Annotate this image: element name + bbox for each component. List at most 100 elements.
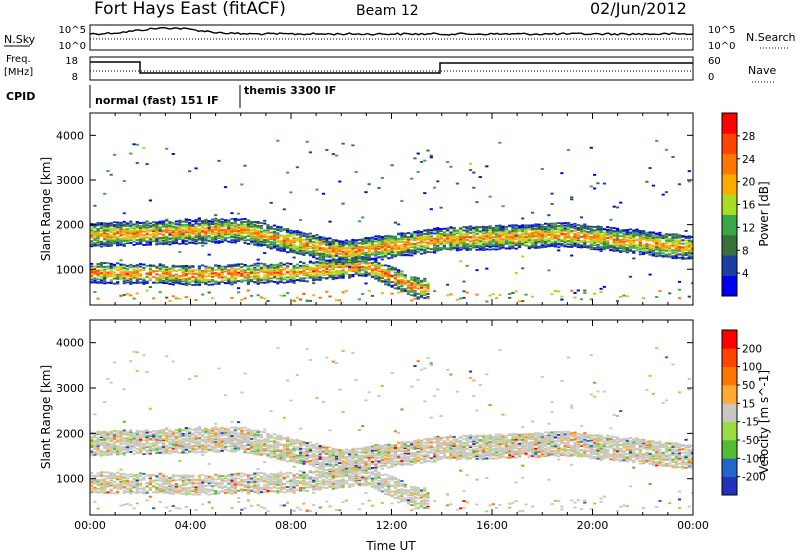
power-echo-cell (677, 236, 682, 239)
power-echo-cell (152, 271, 156, 274)
power-echo-cell (321, 263, 326, 266)
power-echo-cell (406, 286, 410, 289)
power-echo-cell (570, 225, 574, 228)
power-echo-cell (139, 273, 143, 276)
power-echo-cell (250, 240, 254, 243)
power-echo-cell (321, 248, 326, 251)
power-echo-cell (488, 248, 492, 251)
power-echo-cell (361, 239, 365, 242)
power-echo-cell (253, 278, 257, 280)
power-echo-cell (436, 233, 440, 236)
velocity-echo-cell (119, 436, 123, 439)
power-echo-cell (547, 269, 551, 272)
power-echo-cell (122, 280, 126, 283)
power-echo-cell (259, 236, 263, 239)
power-echo-cell (171, 269, 175, 272)
radar-title: Fort Hays East (fitACF) (94, 0, 286, 19)
power-echo-cell (632, 235, 636, 238)
power-echo-cell (370, 246, 375, 248)
power-echo-cell (589, 298, 593, 301)
power-echo-cell (299, 235, 303, 238)
power-echo-cell (217, 234, 221, 237)
power-echo-cell (642, 235, 646, 237)
power-echo-cell (112, 276, 117, 279)
power-echo-cell (103, 280, 107, 283)
velocity-echo-cell (103, 471, 107, 474)
power-echo-cell (240, 226, 244, 229)
power-echo-cell (370, 276, 375, 278)
power-echo-cell (465, 291, 469, 294)
power-echo-cell (583, 243, 587, 246)
power-echo-cell (276, 277, 280, 280)
power-echo-cell (321, 254, 326, 257)
power-echo-cell (253, 227, 257, 230)
velocity-echo-cell (93, 486, 97, 489)
velocity-echo-cell (103, 436, 107, 439)
power-echo-cell (292, 268, 296, 271)
power-echo-cell (276, 232, 280, 234)
power-echo-cell (188, 265, 192, 268)
velocity-echo-cell (119, 480, 123, 483)
power-echo-cell (125, 264, 130, 267)
power-echo-cell (449, 165, 453, 168)
power-echo-cell (194, 280, 198, 283)
power-echo-cell (289, 277, 293, 279)
power-echo-cell (181, 242, 185, 245)
power-echo-cell (184, 226, 188, 229)
velocity-echo-cell (142, 432, 146, 434)
power-echo-cell (197, 222, 201, 225)
power-echo-cell (269, 231, 273, 234)
power-echo-cell (99, 269, 103, 272)
velocity-echo-cell (106, 431, 110, 434)
power-echo-cell (397, 246, 401, 249)
power-echo-cell (655, 255, 659, 258)
power-echo-cell (331, 249, 335, 252)
power-echo-cell (449, 243, 453, 246)
velocity-echo-cell (125, 482, 130, 484)
power-echo-cell (331, 240, 335, 243)
power-echo-cell (96, 221, 100, 224)
power-echo-cell (413, 276, 417, 279)
power-echo-cell (472, 246, 476, 249)
velocity-echo-cell (93, 448, 97, 451)
power-echo-cell (269, 201, 273, 204)
power-echo-cell (99, 232, 103, 235)
power-echo-cell (279, 277, 283, 280)
power-echo-cell (276, 248, 280, 251)
power-echo-cell (214, 226, 218, 229)
power-echo-cell (547, 242, 551, 245)
power-echo-cell (135, 224, 139, 227)
power-echo-cell (318, 261, 322, 264)
power-echo-cell (204, 275, 208, 278)
power-echo-cell (348, 274, 352, 276)
power-echo-cell (419, 240, 424, 243)
power-echo-cell (599, 230, 603, 233)
power-echo-cell (266, 243, 270, 246)
power-echo-cell (413, 231, 417, 233)
power-echo-cell (178, 231, 182, 234)
power-echo-cell (377, 274, 381, 277)
power-echo-cell (253, 263, 257, 265)
power-echo-cell (615, 235, 620, 238)
power-echo-cell (259, 262, 263, 265)
power-echo-cell (246, 235, 250, 237)
power-echo-cell (292, 247, 296, 250)
power-echo-cell (338, 247, 342, 249)
power-echo-cell (485, 165, 489, 168)
power-echo-cell (312, 237, 316, 240)
power-echo-cell (266, 269, 270, 271)
power-echo-cell (139, 281, 143, 284)
power-echo-cell (455, 231, 459, 234)
power-echo-cell (681, 247, 685, 250)
power-echo-cell (586, 231, 590, 233)
velocity-echo-cell (135, 435, 139, 438)
power-echo-cell (674, 249, 678, 252)
power-echo-cell (455, 232, 459, 235)
power-echo-cell (655, 244, 659, 247)
power-echo-cell (125, 275, 130, 277)
velocity-echo-cell (99, 449, 103, 452)
power-echo-cell (410, 282, 414, 285)
power-echo-cell (253, 275, 257, 278)
velocity-echo-cell (129, 433, 133, 436)
power-echo-cell (530, 224, 535, 227)
